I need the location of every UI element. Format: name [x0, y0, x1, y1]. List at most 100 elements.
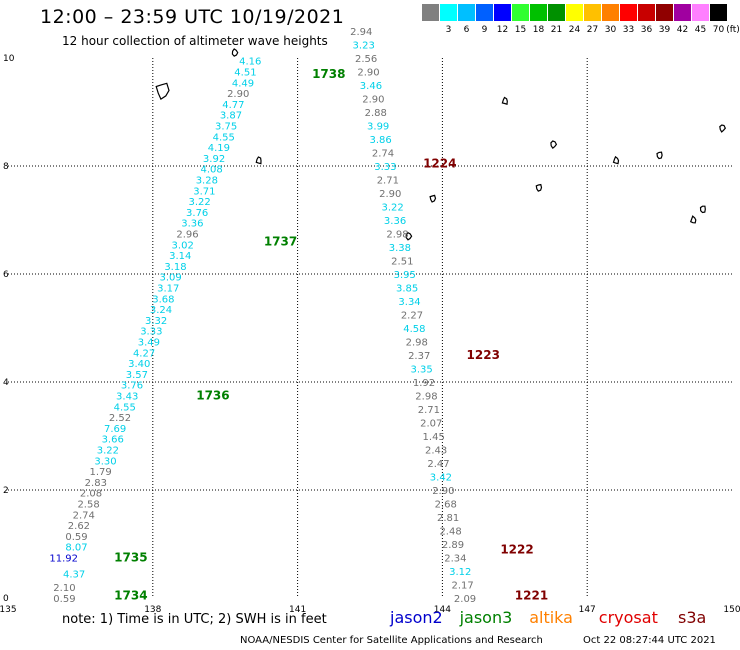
island-outline — [656, 151, 663, 160]
wave-height-value: 2.07 — [420, 419, 442, 430]
scale-swatch — [494, 4, 511, 21]
wave-height-value: 3.22 — [382, 203, 404, 214]
pass-time-label: 1736 — [196, 389, 229, 403]
wave-height-value: 3.33 — [140, 327, 162, 338]
wave-height-value: 3.14 — [169, 251, 191, 262]
wave-height-value: 3.99 — [367, 122, 389, 133]
scale-label: 21 — [550, 25, 563, 35]
pass-time-label: 1224 — [423, 156, 456, 170]
island-outline — [699, 205, 706, 214]
satellite-cryosat: cryosat — [598, 608, 658, 627]
scale-swatch — [512, 4, 529, 21]
wave-height-value: 2.71 — [377, 176, 399, 187]
lon-tick-label: 147 — [579, 605, 596, 615]
wave-height-value: 0.59 — [65, 532, 87, 543]
scale-swatch — [530, 4, 547, 21]
wave-height-value: 3.12 — [449, 567, 471, 578]
wave-height-value: 2.71 — [418, 405, 440, 416]
satellite-altika: altika — [529, 608, 573, 627]
scale-swatch — [692, 4, 709, 21]
lon-tick-label: 141 — [289, 605, 306, 615]
wave-height-value: 3.85 — [396, 284, 418, 295]
wave-height-value: 2.98 — [406, 338, 428, 349]
scale-label: 33 — [622, 25, 635, 35]
scale-label: 39 — [658, 25, 671, 35]
wave-height-value: 2.17 — [452, 581, 474, 592]
wave-height-value: 3.32 — [145, 316, 167, 327]
scale-swatch — [656, 4, 673, 21]
wave-height-value: 1.79 — [90, 467, 112, 478]
island-outline — [535, 183, 543, 192]
pass-time-label: 1734 — [114, 588, 147, 602]
scale-swatch — [440, 4, 457, 21]
lat-tick-label: 10 — [3, 54, 15, 64]
wave-height-value: 2.52 — [109, 413, 131, 424]
wave-height-value: 4.55 — [213, 132, 235, 143]
wave-height-value: 3.09 — [159, 273, 181, 284]
scale-swatch — [548, 4, 565, 21]
wave-height-value: 2.27 — [401, 311, 423, 322]
island-outline — [155, 82, 170, 100]
satellite-jason3: jason3 — [459, 608, 513, 627]
island-outline — [231, 48, 239, 57]
wave-height-value: 2.43 — [425, 446, 447, 457]
wave-height-value: 2.90 — [227, 89, 249, 100]
wave-height-value: 2.90 — [432, 486, 454, 497]
page-subtitle: 12 hour collection of altimeter wave hei… — [62, 34, 328, 48]
wave-height-value: 4.51 — [234, 68, 256, 79]
island-outline — [612, 155, 620, 165]
lat-tick-label: 8 — [3, 162, 9, 172]
wave-height-value: 2.83 — [85, 478, 107, 489]
scale-label: 24 — [568, 25, 581, 35]
lat-tick-label: 0 — [3, 594, 9, 604]
wave-height-value: 3.30 — [94, 456, 116, 467]
wave-height-value: 3.22 — [97, 446, 119, 457]
lon-tick-label: 138 — [144, 605, 161, 615]
wave-height-value: 4.16 — [239, 57, 261, 68]
wave-height-value: 3.75 — [215, 122, 237, 133]
wave-height-value: 2.47 — [427, 459, 449, 470]
scale-label: 42 — [676, 25, 689, 35]
wave-height-value: 2.94 — [350, 27, 372, 38]
wave-height-value: 2.09 — [454, 594, 476, 605]
lon-tick-label: 135 — [0, 605, 17, 615]
island-outline — [501, 96, 508, 105]
satellite-jason2: jason2 — [390, 608, 443, 627]
wave-height-value: 3.86 — [369, 135, 391, 146]
wave-height-value: 2.90 — [357, 68, 379, 79]
wave-height-value: 4.77 — [222, 100, 244, 111]
scale-label: 36 — [640, 25, 653, 35]
satellite-s3a: s3a — [678, 608, 707, 627]
wave-height-value: 2.10 — [53, 583, 75, 594]
wave-height-value: 3.43 — [116, 392, 138, 403]
wave-height-value: 3.46 — [360, 81, 382, 92]
scale-swatch — [476, 4, 493, 21]
wave-height-value: 3.76 — [121, 381, 143, 392]
wave-height-value: 3.76 — [186, 208, 208, 219]
wave-height-value: 0.59 — [53, 594, 75, 605]
lat-tick-label: 4 — [3, 378, 9, 388]
wave-height-value: 2.56 — [355, 54, 377, 65]
wave-height-value: 1.92 — [413, 378, 435, 389]
wave-height-value: 2.89 — [442, 540, 464, 551]
scale-label: 70 — [712, 25, 725, 35]
wave-height-value: 3.33 — [374, 162, 396, 173]
wave-height-value: 2.74 — [73, 510, 95, 521]
wave-height-value: 3.22 — [188, 197, 210, 208]
wave-height-value: 2.90 — [379, 189, 401, 200]
wave-height-value: 3.35 — [410, 365, 432, 376]
wave-height-value: 3.02 — [172, 240, 194, 251]
scale-label: 45 — [694, 25, 707, 35]
wave-height-value: 2.81 — [437, 513, 459, 524]
island-outline — [405, 231, 413, 241]
wave-height-value: 2.98 — [415, 392, 437, 403]
wave-height-value: 4.58 — [403, 324, 425, 335]
credit-text: NOAA/NESDIS Center for Satellite Applica… — [240, 635, 543, 646]
wave-height-value: 4.19 — [208, 143, 230, 154]
scale-swatch — [422, 4, 439, 21]
scale-swatch — [710, 4, 727, 21]
scale-swatch — [566, 4, 583, 21]
island-outline — [255, 156, 262, 165]
wave-height-value: 3.36 — [181, 219, 203, 230]
